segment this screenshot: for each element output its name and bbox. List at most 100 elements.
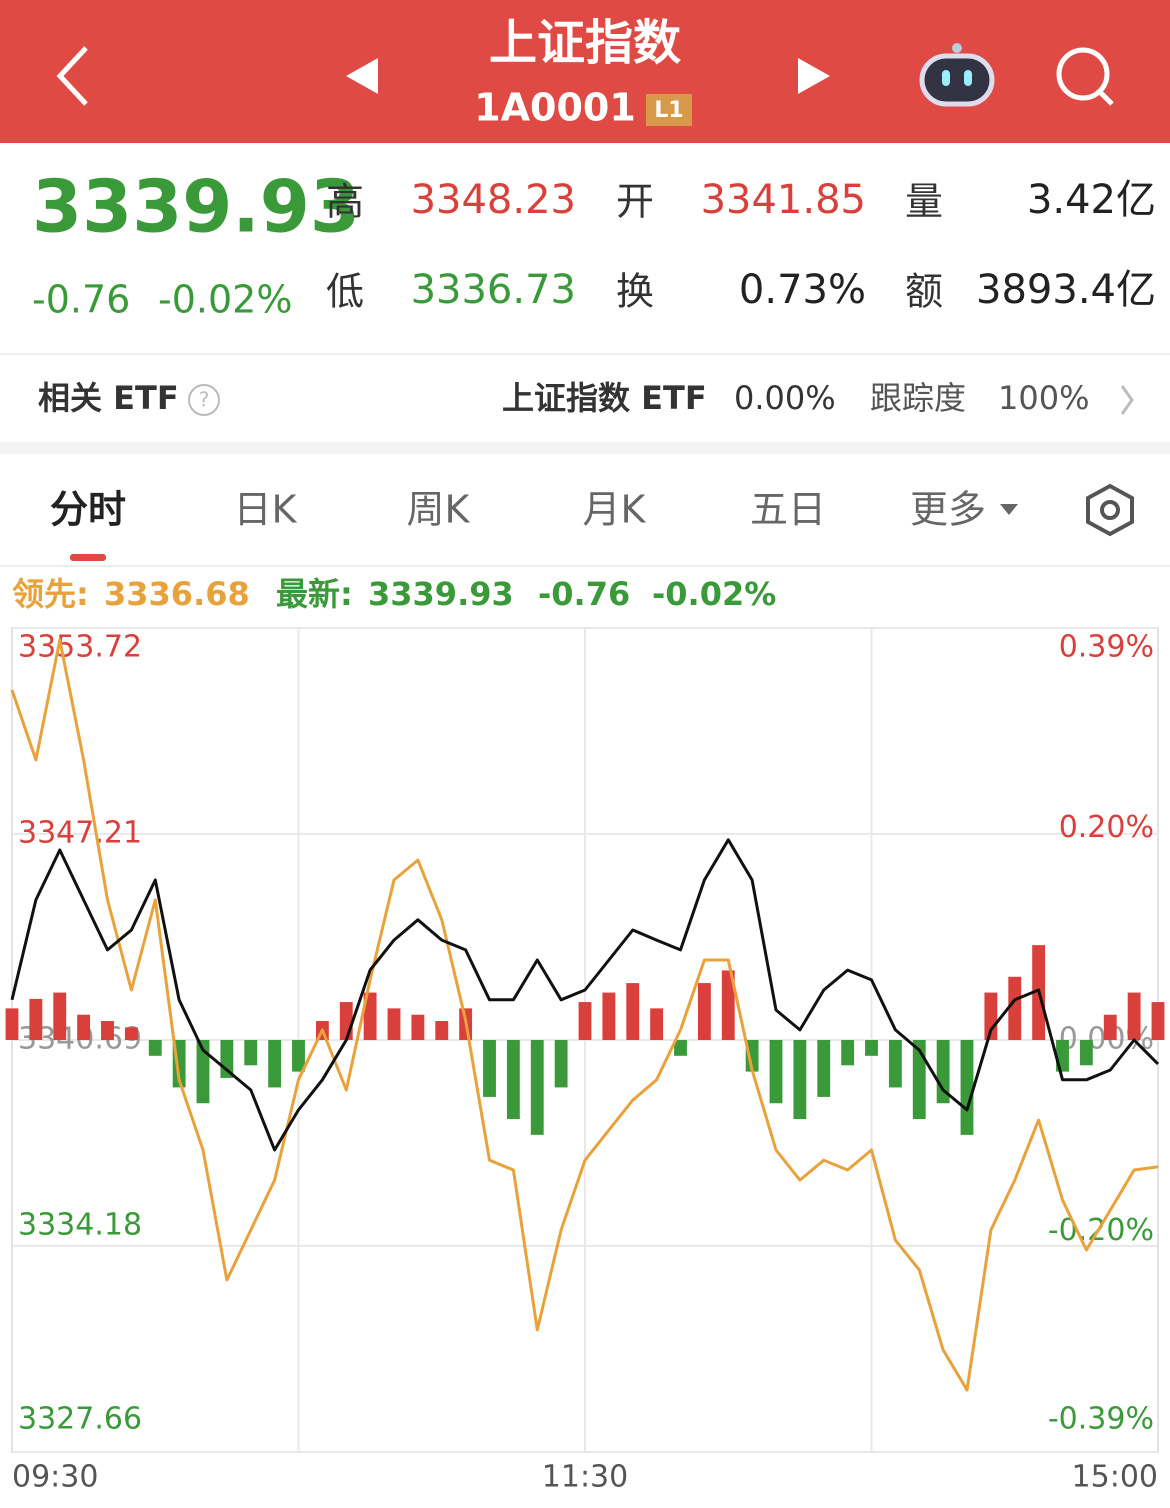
search-icon[interactable] bbox=[1056, 47, 1114, 106]
y-tick-label: 3347.21 bbox=[18, 815, 142, 850]
flow-bar bbox=[841, 1040, 855, 1066]
field-label: 开 bbox=[616, 180, 654, 224]
search-circle bbox=[1056, 47, 1110, 101]
flow-bar bbox=[339, 1002, 353, 1040]
flow-bar bbox=[674, 1040, 687, 1056]
field-value: 0.73% bbox=[739, 267, 866, 313]
tab[interactable]: 周K bbox=[407, 488, 471, 532]
flow-bar bbox=[1008, 976, 1022, 1040]
flow-bar bbox=[268, 1040, 282, 1088]
robot-eye bbox=[942, 70, 950, 86]
flow-bar bbox=[912, 1040, 926, 1120]
flow-bar bbox=[363, 992, 377, 1040]
field-label: 量 bbox=[905, 180, 943, 224]
change-pct: -0.02% bbox=[158, 278, 292, 322]
legend-change: -0.02% bbox=[652, 575, 776, 613]
flow-bar bbox=[793, 1040, 807, 1120]
flow-bar bbox=[292, 1040, 305, 1072]
flow-bar bbox=[506, 1040, 520, 1120]
tab-indicator bbox=[70, 554, 106, 561]
field-label: 换 bbox=[616, 270, 654, 314]
badge-bg bbox=[646, 94, 692, 126]
x-tick-label: 09:30 bbox=[12, 1460, 98, 1495]
tab[interactable]: 日K bbox=[234, 488, 298, 532]
y2-tick-label: -0.20% bbox=[1048, 1213, 1154, 1248]
price-line bbox=[10, 838, 1160, 1152]
field-label: 低 bbox=[326, 270, 364, 314]
etf-name: 上证指数 ETF bbox=[502, 379, 707, 417]
tab[interactable]: 五日 bbox=[750, 488, 826, 532]
flow-bar bbox=[697, 983, 711, 1040]
y2-tick-label: -0.39% bbox=[1048, 1402, 1154, 1437]
help-mark: ? bbox=[199, 388, 210, 412]
flow-bar bbox=[5, 1008, 19, 1040]
flow-bar bbox=[769, 1040, 783, 1104]
flow-bar bbox=[77, 1014, 91, 1040]
flow-bar bbox=[1151, 1002, 1165, 1040]
search-handle bbox=[1098, 90, 1114, 106]
tab[interactable]: 分时 bbox=[50, 488, 126, 532]
flow-bar bbox=[244, 1040, 258, 1066]
flow-bar bbox=[602, 992, 616, 1040]
flow-bar bbox=[721, 970, 735, 1040]
x-tick-label: 15:00 bbox=[1072, 1460, 1158, 1495]
flow-bar bbox=[554, 1040, 568, 1088]
next-button[interactable] bbox=[798, 58, 830, 94]
prev-button[interactable] bbox=[346, 58, 378, 94]
flow-bar bbox=[578, 1002, 592, 1040]
code: 1A0001 bbox=[474, 86, 636, 130]
flow-bar bbox=[650, 1008, 664, 1040]
price-line bbox=[10, 638, 1159, 1392]
flow-bar bbox=[53, 992, 67, 1040]
flow-bar bbox=[483, 1040, 496, 1097]
badge: L1 bbox=[654, 98, 683, 123]
flow-bar bbox=[1079, 1040, 1093, 1066]
track-label: 跟踪度 bbox=[870, 379, 966, 417]
flow-bar bbox=[530, 1040, 544, 1135]
etf-chevron[interactable] bbox=[1120, 385, 1134, 415]
flow-bar bbox=[411, 1014, 425, 1040]
flow-bar bbox=[101, 1021, 114, 1040]
field-value: 3336.73 bbox=[411, 267, 576, 313]
legend-name: 最新: bbox=[276, 575, 353, 613]
track-value: 100% bbox=[998, 379, 1089, 417]
robot-eye bbox=[964, 70, 972, 86]
etf-change: 0.00% bbox=[734, 379, 836, 417]
field-value: 3.42亿 bbox=[1027, 177, 1156, 223]
legend-change: -0.76 bbox=[538, 575, 630, 613]
legend-value: 3336.68 bbox=[104, 575, 250, 613]
y2-tick-label: 0.39% bbox=[1059, 630, 1154, 665]
settings-icon[interactable] bbox=[1086, 483, 1134, 537]
title: 上证指数 bbox=[489, 15, 681, 71]
flow-bar bbox=[1127, 992, 1141, 1040]
settings-dot bbox=[1100, 500, 1120, 520]
field-value: 3893.4亿 bbox=[976, 267, 1156, 313]
field-label: 额 bbox=[905, 270, 943, 314]
help-icon[interactable] bbox=[188, 384, 220, 416]
back-button[interactable] bbox=[56, 46, 88, 106]
flow-bar bbox=[626, 983, 640, 1040]
tab[interactable]: 更多 bbox=[910, 488, 986, 532]
flow-bar bbox=[196, 1040, 210, 1104]
robot-head bbox=[919, 53, 995, 107]
flow-bar bbox=[960, 1040, 974, 1135]
flow-bar bbox=[817, 1040, 831, 1097]
flow-bar bbox=[1103, 1014, 1117, 1040]
tab[interactable]: 月K bbox=[583, 488, 647, 532]
y2-tick-label: 0.20% bbox=[1059, 810, 1154, 845]
robot-icon[interactable] bbox=[919, 43, 995, 107]
y-tick-label: 3327.66 bbox=[18, 1402, 142, 1437]
flow-bar bbox=[745, 1040, 759, 1072]
change: -0.76 bbox=[32, 278, 130, 322]
x-tick-label: 11:30 bbox=[542, 1460, 628, 1495]
flow-bar bbox=[435, 1021, 449, 1040]
flow-bar bbox=[148, 1040, 162, 1056]
legend-name: 领先: bbox=[12, 575, 89, 613]
y-tick-label: 3353.72 bbox=[18, 630, 142, 665]
y-tick-label: 3334.18 bbox=[18, 1207, 142, 1242]
price: 3339.93 bbox=[32, 165, 360, 249]
robot-antenna bbox=[952, 43, 962, 53]
more-caret bbox=[1000, 504, 1018, 515]
field-label: 高 bbox=[326, 180, 364, 224]
